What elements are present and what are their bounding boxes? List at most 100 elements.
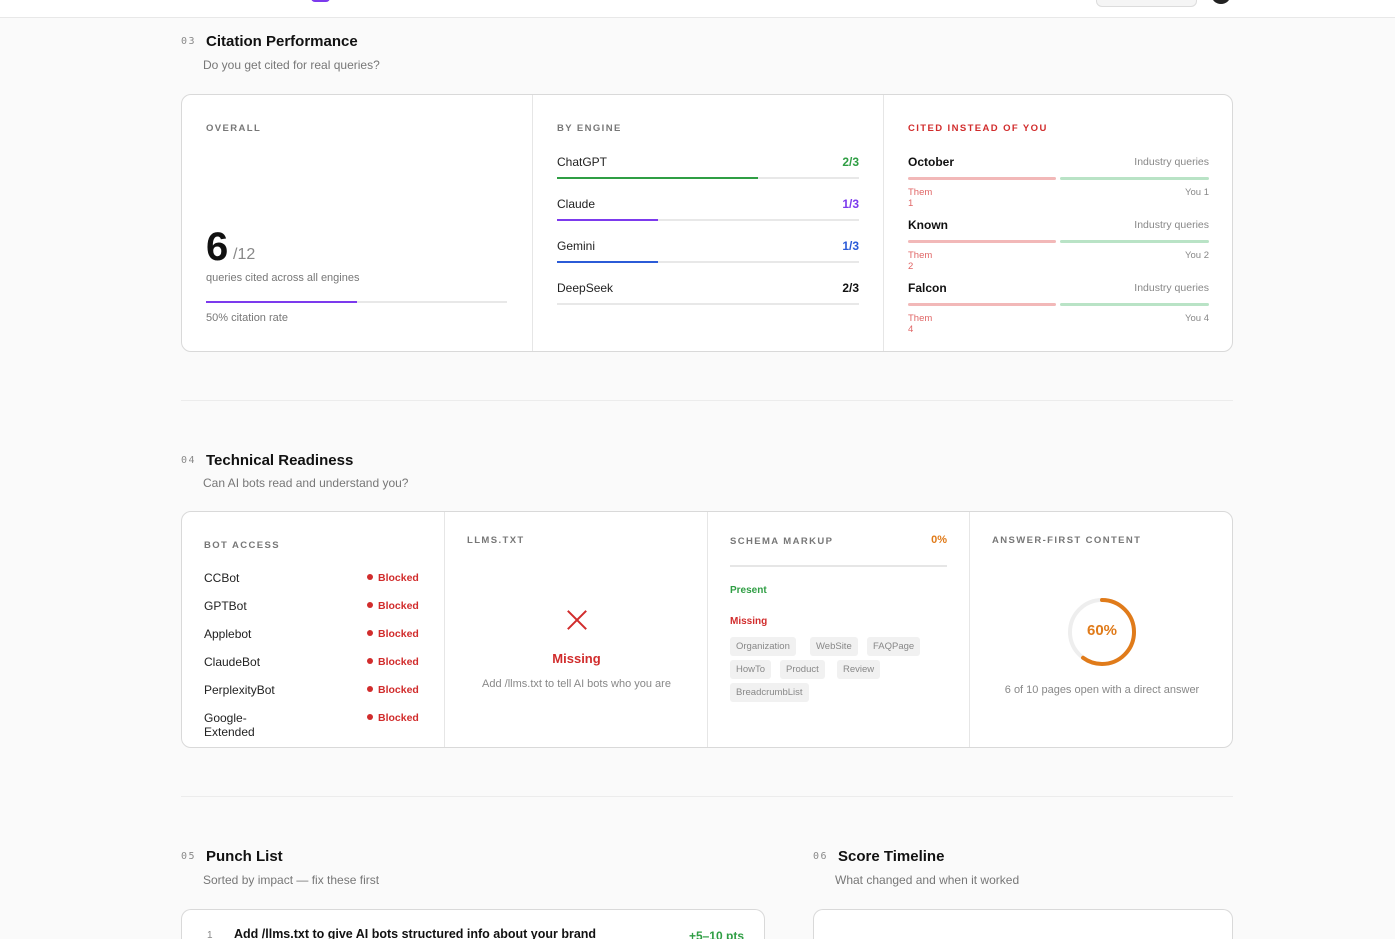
status-dot-icon [367,574,373,580]
status-dot-icon [367,602,373,608]
punch-item[interactable]: 1 Add /llms.txt to give AI bots structur… [182,910,766,939]
competitor-you-bar [1060,240,1209,243]
competitor-you-bar [1060,177,1209,180]
section-number: 04 [181,455,197,466]
citation-rate-bar [206,301,507,303]
section-subtitle: What changed and when it worked [835,873,1020,887]
status-dot-icon [367,714,373,720]
section-number: 03 [181,36,197,47]
engine-bar [557,261,859,263]
cited-instead-panel: Cited Instead of You October Industry que… [884,95,1232,351]
schema-chip: FAQPage [867,637,921,656]
by-engine-panel: By Engine ChatGPT 2/3 Claude 1/3 Gemini 1/3 De… [533,95,884,351]
bot-status-text: Blocked [378,572,419,584]
llms-label: LLMS.TXT [467,535,525,546]
competitor-context: Industry queries [1134,219,1209,231]
bot-access-panel: Bot Access CCBot Blocked GPTBot Blocked Appl… [182,512,445,747]
engine-bar [557,303,859,305]
competitor-them-bar [908,240,1056,243]
schema-chip: WebSite [810,637,858,656]
competitor-name: Known [908,218,948,232]
engine-value: 1/3 [842,197,859,211]
punch-item-text: Add /llms.txt to give AI bots structured… [234,927,597,939]
answer-first-label: Answer-First Content [992,535,1142,546]
answer-first-gauge: 60% [1066,596,1138,668]
engine-bar-fill [557,177,758,179]
section-title: Technical Readiness [206,452,354,469]
engine-bar-fill [557,261,658,263]
section-title: Citation Performance [206,33,358,50]
section-title: Punch List [206,848,283,865]
competitor-context: Industry queries [1134,156,1209,168]
bot-name: ClaudeBot [204,655,261,669]
bot-status-text: Blocked [378,712,419,724]
by-engine-label: By Engine [557,123,622,134]
bot-status-text: Blocked [378,684,419,696]
section-subtitle: Can AI bots read and understand you? [203,476,409,490]
status-dot-icon [367,686,373,692]
competitor-you-bar [1060,303,1209,306]
competitor-them-count: Them 4 [908,313,933,335]
bot-status: Blocked [367,684,419,696]
citation-rate-text: 50% citation rate [206,312,288,324]
section-number: 06 [813,851,829,862]
bot-name: CCBot [204,571,240,585]
citation-rate-fill [206,301,357,303]
llms-panel: LLMS.TXT Missing Add /llms.txt to tell A… [445,512,708,747]
engine-name: DeepSeek [557,281,614,295]
bot-status: Blocked [367,600,419,612]
bot-name: PerplexityBot [204,683,275,697]
status-dot-icon [367,658,373,664]
bot-name: GPTBot [204,599,247,613]
llms-status: Missing [552,651,601,666]
bot-name: Google-Extended [204,711,255,739]
engine-bar-fill [557,219,658,221]
answer-first-panel: Answer-First Content 60% 6 of 10 pages o… [970,512,1232,747]
answer-first-percent: 60% [1086,622,1118,639]
schema-bar [730,565,947,567]
top-action-button[interactable] [1096,0,1197,7]
bot-access-label: Bot Access [204,540,280,551]
punch-list-card: 1 Add /llms.txt to give AI bots structur… [181,909,765,939]
section-title: Score Timeline [838,848,945,865]
competitor-them-count: Them 2 [908,250,933,272]
schema-percent: 0% [931,534,947,546]
avatar[interactable] [1211,0,1231,4]
engine-bar [557,219,859,221]
overall-value: 6 [206,225,229,269]
section-divider [181,400,1233,401]
engine-name: Claude [557,197,596,211]
overall-label: Overall [206,123,262,134]
bot-status: Blocked [367,628,419,640]
engine-name: Gemini [557,239,596,253]
punch-item-impact: +5–10 pts [688,929,744,939]
engine-name: ChatGPT [557,155,608,169]
competitor-them-bar [908,177,1056,180]
status-dot-icon [367,630,373,636]
schema-missing-label: Missing [730,616,768,627]
schema-chip: HowTo [730,660,772,679]
cited-instead-label: Cited Instead of You [908,123,1048,134]
bot-status: Blocked [367,656,419,668]
overall-denominator: /12 [233,246,256,263]
brand-logo [311,0,330,2]
overall-caption: queries cited across all engines [206,272,360,284]
engine-value: 2/3 [842,155,859,169]
overall-panel: Overall 6 /12 queries cited across all e… [182,95,533,351]
citation-card: Overall 6 /12 queries cited across all e… [181,94,1233,352]
section-divider [181,796,1233,797]
answer-first-caption: 6 of 10 pages open with a direct answer [1004,684,1200,696]
schema-label: Schema Markup [730,536,834,547]
timeline-card [813,909,1233,939]
engine-value: 2/3 [842,281,859,295]
bot-status-text: Blocked [378,656,419,668]
competitor-context: Industry queries [1134,282,1209,294]
competitor-them-count: Them 1 [908,187,933,209]
engine-value: 1/3 [842,239,859,253]
bot-status-text: Blocked [378,628,419,640]
bot-status: Blocked [367,572,419,584]
competitor-name: Falcon [908,281,947,295]
competitor-name: October [908,155,955,169]
bot-name: Applebot [204,627,252,641]
section-subtitle: Do you get cited for real queries? [203,58,380,72]
